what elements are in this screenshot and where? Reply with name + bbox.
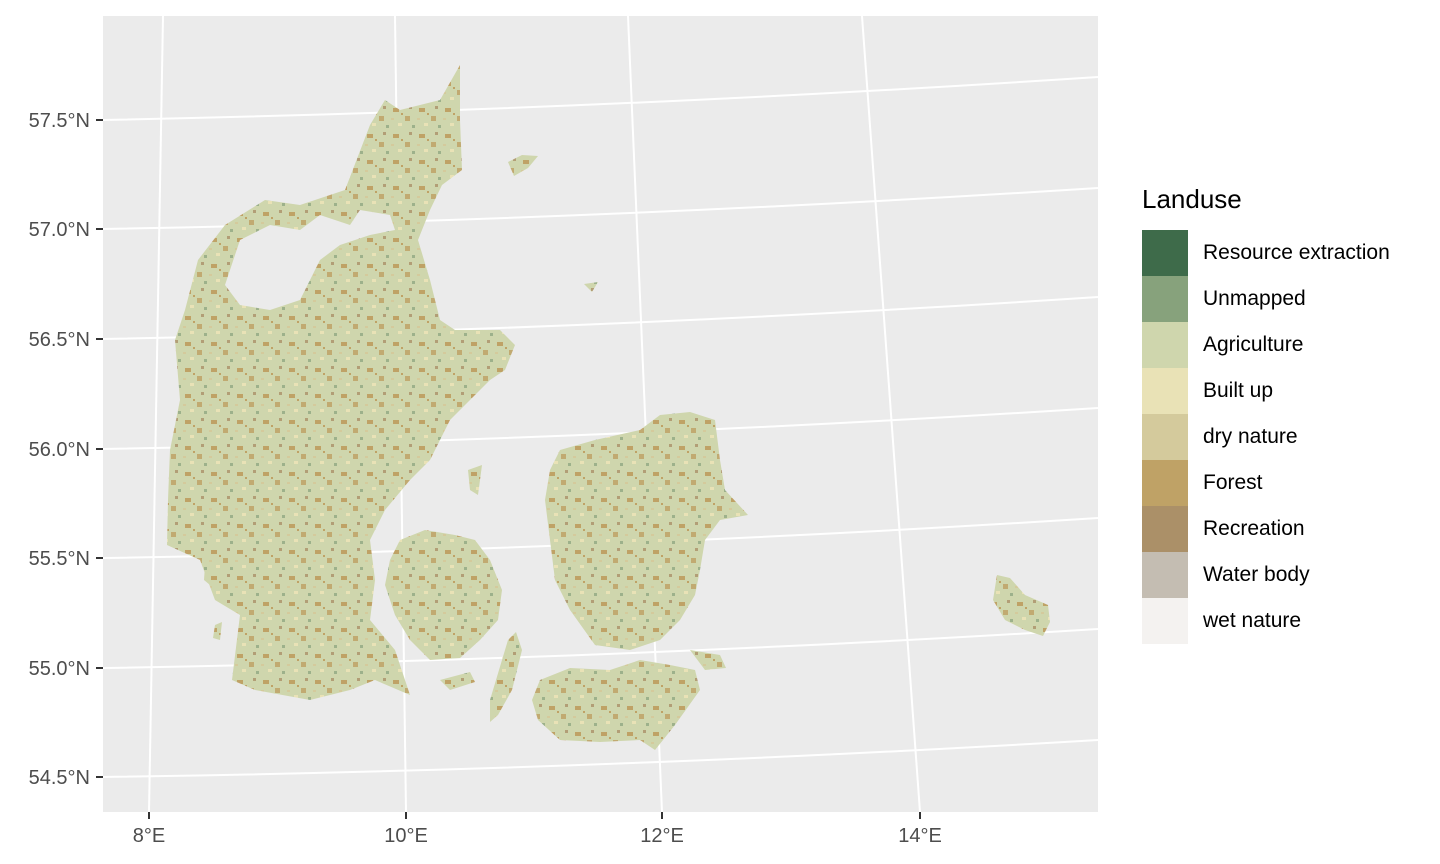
moen: [690, 650, 726, 670]
laesoe: [508, 155, 538, 176]
legend-item-unmapped: Unmapped: [1142, 276, 1432, 322]
lat-label: 55.0°N: [29, 658, 90, 680]
fanoe: [204, 565, 212, 585]
legend-label: Agriculture: [1203, 333, 1304, 356]
y-axis-labels: 57.5°N 57.0°N 56.5°N 56.0°N 55.5°N 55.0°…: [29, 110, 90, 789]
jutland: [167, 65, 515, 700]
legend-label: Forest: [1203, 471, 1263, 494]
lat-label: 57.5°N: [29, 110, 90, 132]
legend-swatch: [1142, 322, 1188, 368]
langeland: [490, 632, 522, 722]
legend-item-resource-extraction: Resource extraction: [1142, 230, 1432, 276]
legend-swatch: [1142, 368, 1188, 414]
lat-label: 55.5°N: [29, 548, 90, 570]
legend: Landuse Resource extraction Unmapped Agr…: [1142, 182, 1432, 644]
legend-item-water-body: Water body: [1142, 552, 1432, 598]
lat-label: 57.0°N: [29, 219, 90, 241]
lat-label: 54.5°N: [29, 767, 90, 789]
als: [372, 648, 395, 672]
lon-label: 8°E: [133, 825, 165, 847]
lolland-falster: [532, 660, 700, 750]
legend-swatch: [1142, 506, 1188, 552]
legend-label: Recreation: [1203, 517, 1305, 540]
lon-label: 14°E: [898, 825, 942, 847]
zealand: [545, 412, 748, 650]
legend-label: wet nature: [1203, 609, 1302, 632]
aeroe: [440, 672, 475, 690]
anholt: [584, 282, 598, 292]
legend-label: Water body: [1203, 563, 1310, 586]
legend-item-dry-nature: dry nature: [1142, 414, 1432, 460]
samsoe: [468, 465, 482, 495]
legend-items: Resource extraction Unmapped Agriculture…: [1142, 230, 1432, 644]
legend-title: Landuse: [1142, 184, 1242, 214]
bornholm: [993, 575, 1050, 636]
legend-label: dry nature: [1203, 425, 1298, 448]
legend-label: Built up: [1203, 379, 1274, 402]
limfjord-water: [225, 210, 395, 310]
legend-swatch: [1142, 276, 1188, 322]
legend-swatch: [1142, 230, 1188, 276]
legend-label: Unmapped: [1203, 287, 1306, 310]
lon-label: 12°E: [640, 825, 684, 847]
legend-item-agriculture: Agriculture: [1142, 322, 1432, 368]
lat-label: 56.0°N: [29, 439, 90, 461]
legend-swatch: [1142, 414, 1188, 460]
legend-swatch: [1142, 552, 1188, 598]
legend-item-built-up: Built up: [1142, 368, 1432, 414]
legend-item-recreation: Recreation: [1142, 506, 1432, 552]
lat-label: 56.5°N: [29, 329, 90, 351]
x-axis-labels: 8°E 10°E 12°E 14°E: [133, 825, 942, 847]
legend-swatch: [1142, 598, 1188, 644]
legend-item-wet-nature: wet nature: [1142, 598, 1432, 644]
legend-item-forest: Forest: [1142, 460, 1432, 506]
land-areas: [167, 65, 1050, 750]
lon-label: 10°E: [384, 825, 428, 847]
roemoe: [213, 622, 222, 640]
legend-label: Resource extraction: [1203, 241, 1390, 264]
funen: [385, 530, 502, 660]
legend-swatch: [1142, 460, 1188, 506]
axis-ticks: [96, 119, 921, 819]
